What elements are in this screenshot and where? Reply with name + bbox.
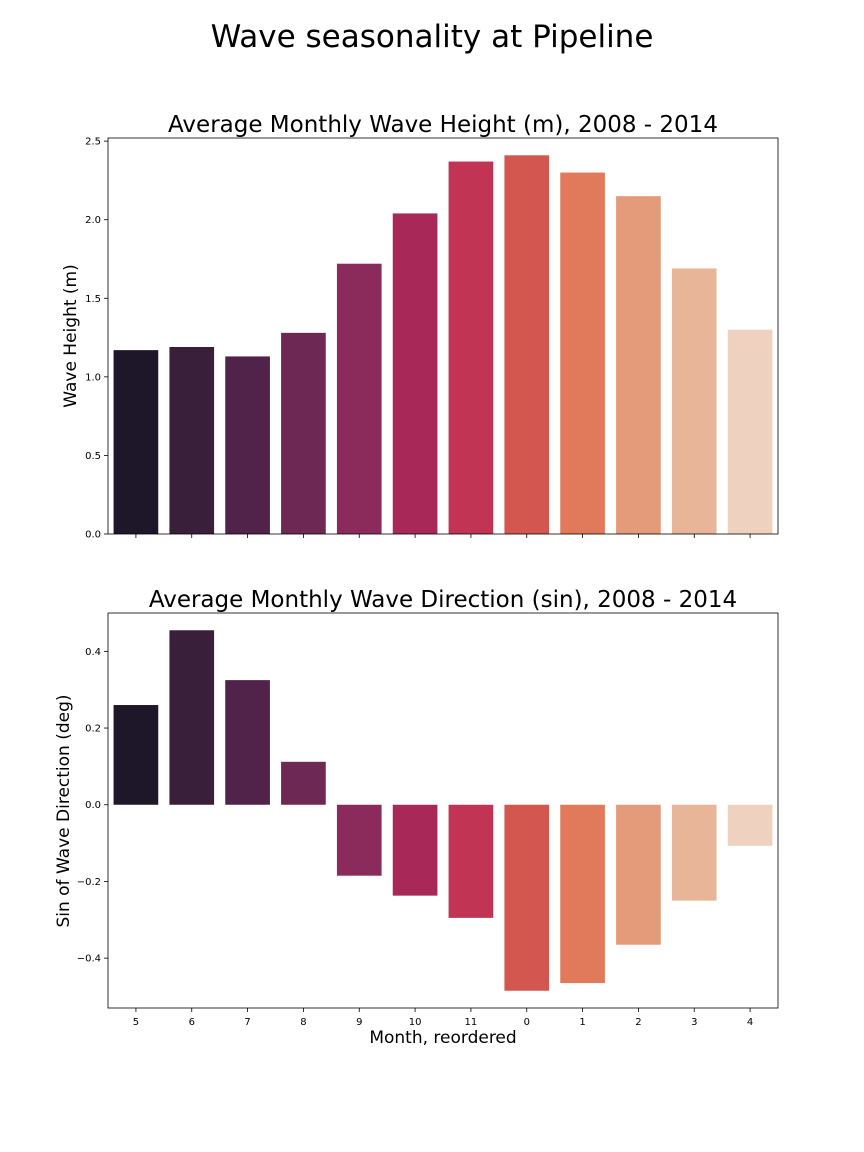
chart-title: Average Monthly Wave Direction (sin), 20…	[149, 587, 737, 613]
bar-6	[169, 347, 215, 534]
plot-area: −0.4 −0.2 0.0 0.2 0.4 5 6 7 8 9 10 11 0 1 2 3 4	[77, 612, 779, 1028]
bar-8	[281, 332, 326, 534]
wave-direction-chart: Average Monthly Wave Direction (sin), 20…	[54, 587, 779, 1048]
bar-7	[225, 356, 270, 534]
bar-3	[671, 268, 717, 534]
bar-9	[336, 263, 382, 534]
y-tick-label: 1.0	[85, 372, 101, 383]
bar-10	[392, 213, 438, 534]
axes-frame	[107, 137, 779, 535]
y-tick-label: 2.5	[85, 137, 101, 148]
bar-0	[504, 155, 550, 535]
bar-3	[671, 804, 717, 901]
x-tick-label: 11	[465, 1017, 478, 1028]
y-tick-label: −0.2	[77, 877, 101, 888]
bar-5	[113, 350, 159, 534]
x-axis-label: Month, reordered	[369, 1028, 516, 1048]
figure-suptitle: Wave seasonality at Pipeline	[211, 19, 654, 55]
chart-title: Average Monthly Wave Height (m), 2008 - …	[168, 112, 718, 138]
bar-1	[560, 172, 605, 534]
x-tick-label: 9	[356, 1017, 362, 1028]
bar-6	[169, 630, 215, 805]
y-tick-label: 2.0	[85, 215, 101, 226]
x-tick-label: 8	[300, 1017, 306, 1028]
bar-2	[616, 196, 661, 534]
y-tick-label: −0.4	[77, 954, 101, 965]
x-tick-label: 7	[244, 1017, 250, 1028]
axes-frame	[107, 612, 779, 1009]
bar-9	[336, 804, 382, 876]
y-tick-label: 1.5	[85, 294, 101, 305]
bar-0	[504, 804, 550, 991]
bar-2	[616, 804, 661, 945]
bar-4	[727, 329, 773, 534]
bar-11	[448, 804, 494, 918]
y-tick-label: 0.0	[85, 800, 101, 811]
bar-4	[727, 804, 773, 846]
bar-8	[281, 761, 326, 805]
y-tick-label: 0.0	[85, 530, 101, 541]
bar-7	[225, 680, 270, 805]
x-tick-label: 0	[524, 1017, 530, 1028]
bar-5	[113, 705, 159, 805]
x-tick-label: 5	[133, 1017, 139, 1028]
x-tick-label: 4	[747, 1017, 753, 1028]
x-tick-label: 2	[635, 1017, 641, 1028]
x-tick-label: 1	[579, 1017, 585, 1028]
y-tick-label: 0.4	[85, 647, 101, 658]
plot-area: 0.0 0.5 1.0 1.5 2.0 2.5	[85, 137, 779, 541]
wave-height-chart: Average Monthly Wave Height (m), 2008 - …	[61, 112, 779, 541]
x-tick-label: 3	[691, 1017, 697, 1028]
y-tick-label: 0.5	[85, 451, 101, 462]
y-tick-label: 0.2	[85, 724, 101, 735]
y-axis-label: Wave Height (m)	[61, 264, 81, 408]
bar-10	[392, 804, 438, 896]
y-axis-label: Sin of Wave Direction (deg)	[54, 694, 74, 927]
x-tick-label: 6	[189, 1017, 195, 1028]
bar-11	[448, 161, 494, 534]
x-tick-label: 10	[409, 1017, 422, 1028]
bar-1	[560, 804, 605, 984]
